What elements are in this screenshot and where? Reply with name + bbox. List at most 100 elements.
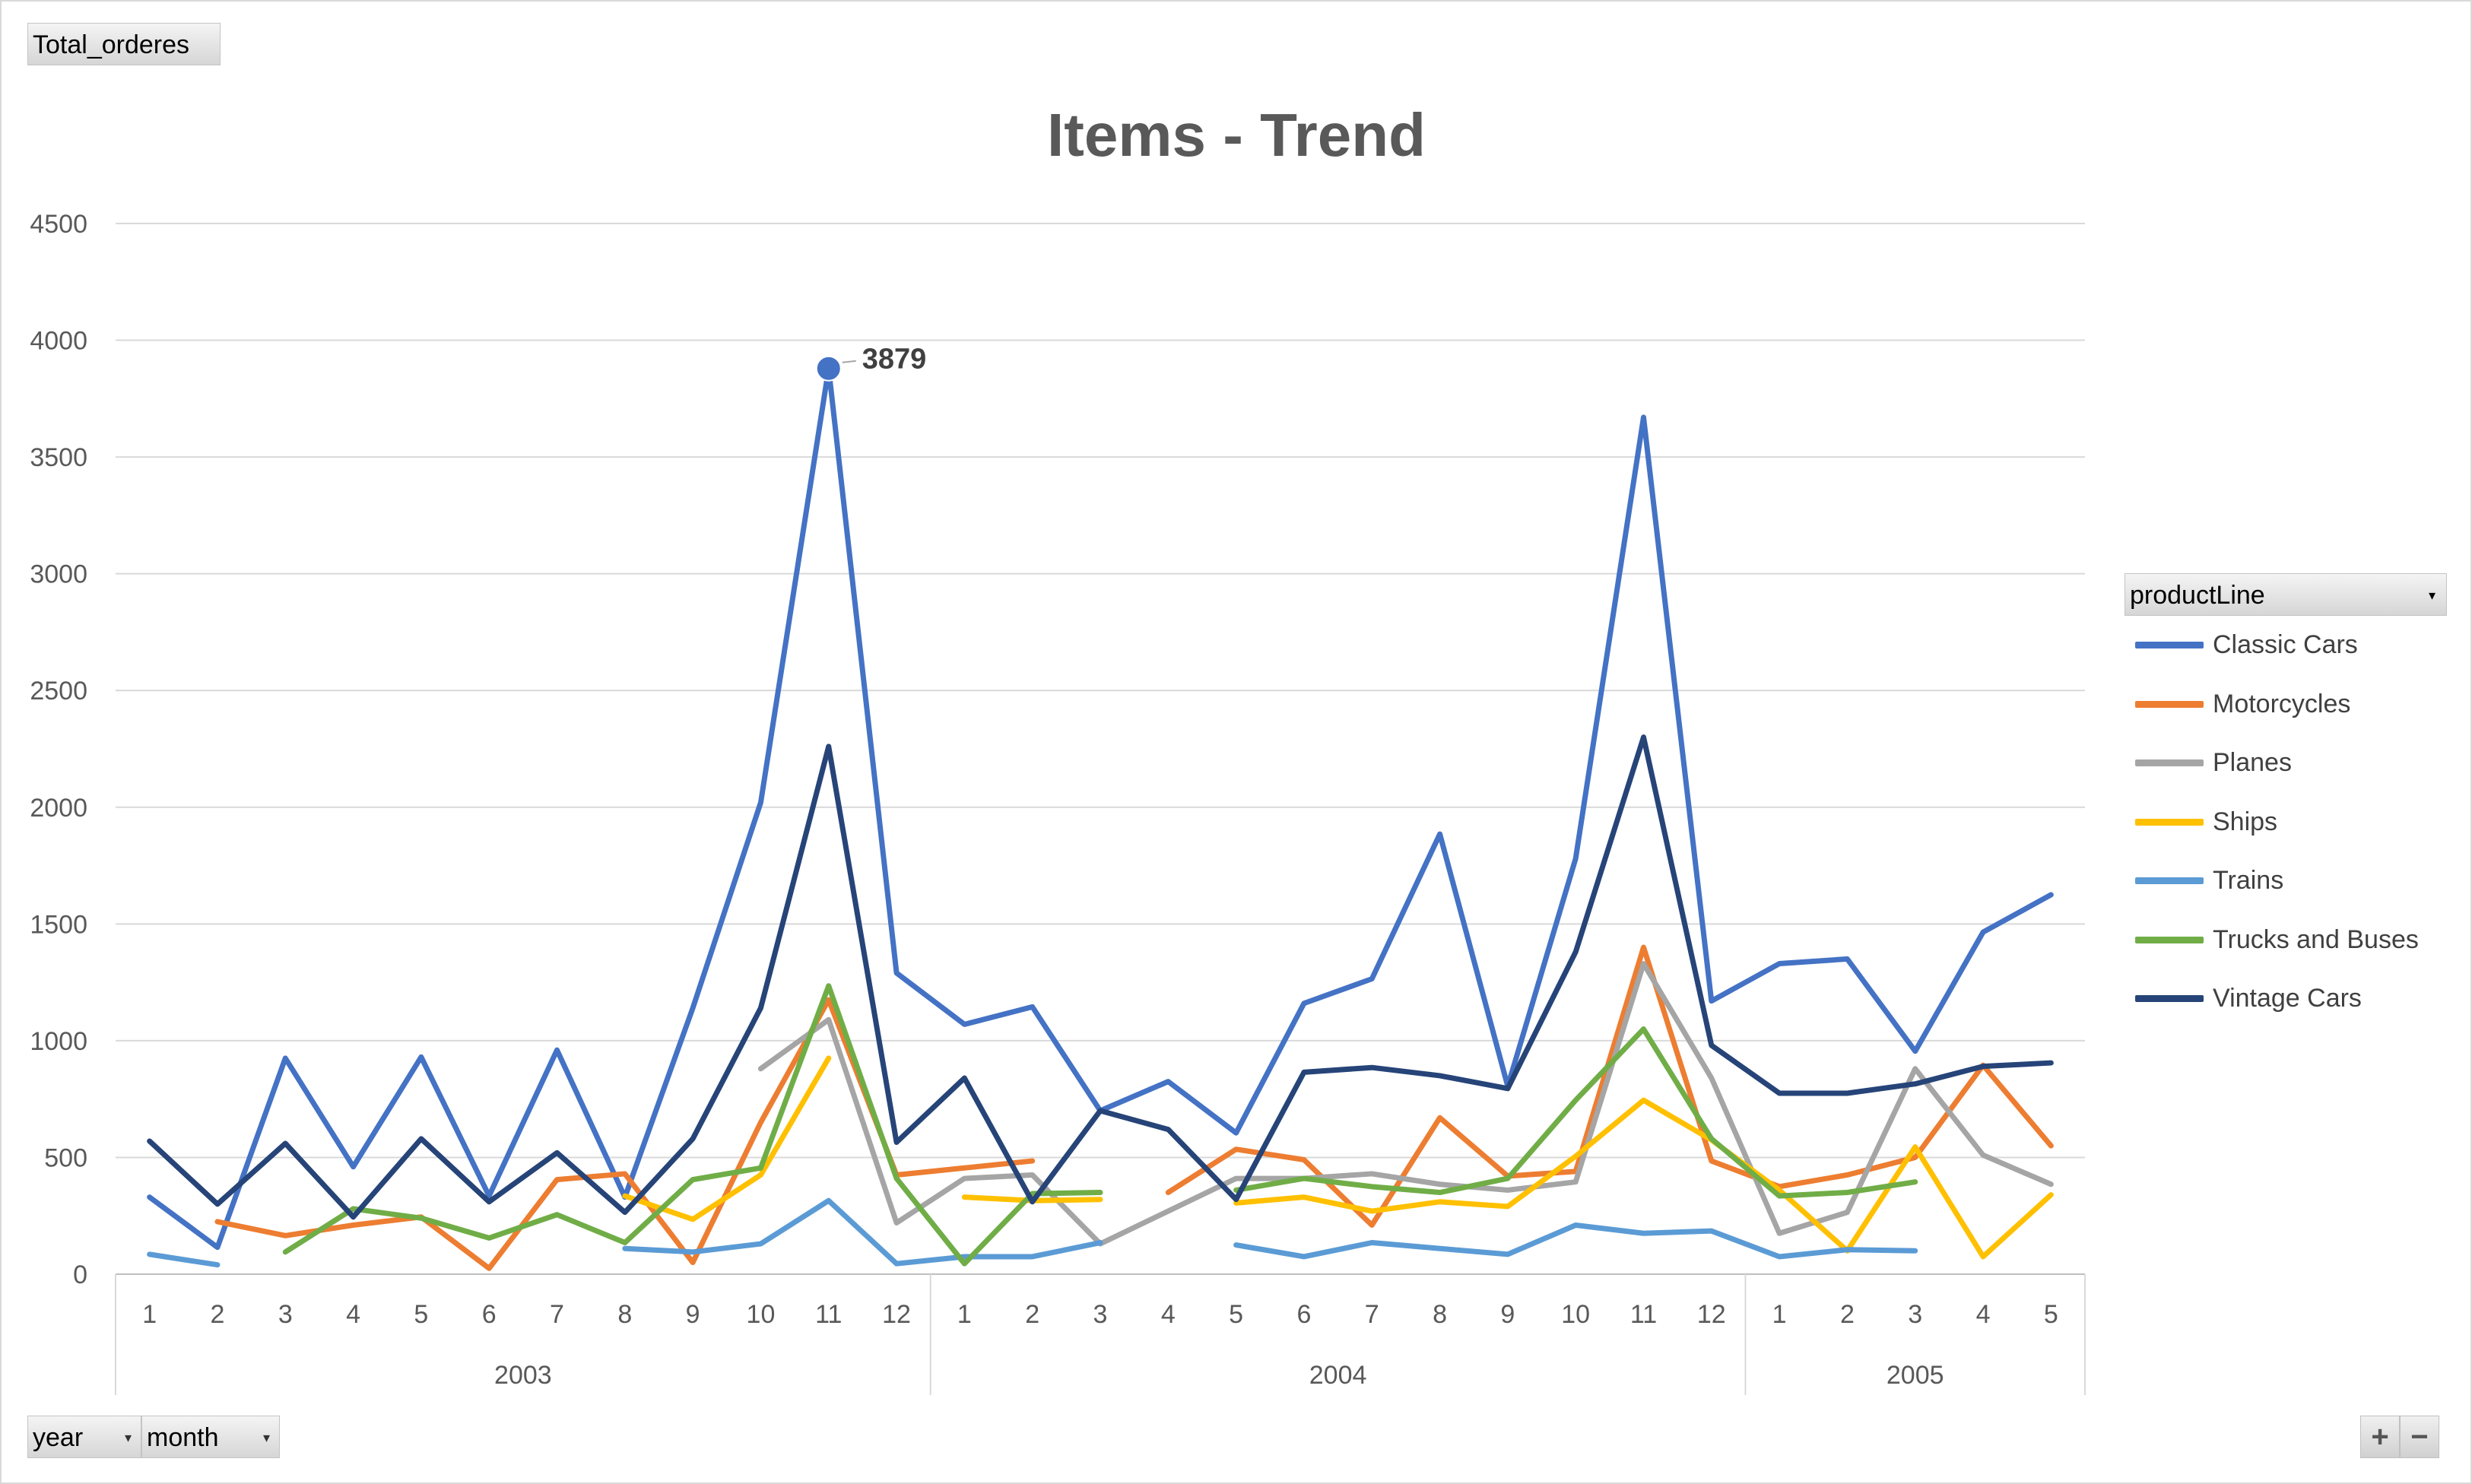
x-tick-label: 11 xyxy=(815,1300,842,1329)
legend-label: Vintage Cars xyxy=(2213,984,2362,1013)
series-trucks-and-buses xyxy=(282,983,1918,1267)
y-tick-label: 0 xyxy=(73,1260,87,1289)
y-tick-label: 500 xyxy=(44,1143,87,1172)
x-tick-label: 6 xyxy=(1296,1300,1311,1329)
month-field-label: month xyxy=(147,1423,219,1452)
data-label-leader xyxy=(842,360,856,363)
x-tick-label: 8 xyxy=(1433,1300,1447,1329)
chart-title: Items - Trend xyxy=(1047,101,1426,169)
legend-swatch xyxy=(2135,995,2204,1003)
x-group-label: 2003 xyxy=(494,1361,552,1390)
x-tick-label: 9 xyxy=(686,1300,700,1329)
legend-item-motorcycles: Motorcycles xyxy=(2125,675,2447,734)
gridlines xyxy=(116,223,2085,1275)
expand-field-button[interactable]: + xyxy=(2360,1416,2400,1458)
series-planes xyxy=(757,961,2054,1247)
x-tick-label: 5 xyxy=(1229,1300,1243,1329)
x-tick-label: 3 xyxy=(1908,1300,1922,1329)
legend-label: Trains xyxy=(2213,866,2284,896)
legend-swatch xyxy=(2135,700,2204,708)
x-tick-label: 7 xyxy=(550,1300,564,1329)
legend-item-classic-cars: Classic Cars xyxy=(2125,616,2447,675)
series-line-vintage-cars xyxy=(147,734,2054,1220)
x-tick-label: 9 xyxy=(1500,1300,1515,1329)
y-tick-label: 4000 xyxy=(30,327,87,356)
legend-swatch xyxy=(2135,936,2204,943)
legend-swatch xyxy=(2135,877,2204,885)
x-tick-label: 5 xyxy=(414,1300,428,1329)
x-tick-label: 3 xyxy=(278,1300,293,1329)
x-tick-label: 3 xyxy=(1093,1300,1108,1329)
legend-label: Ships xyxy=(2213,807,2278,836)
legend-field-label: productLine xyxy=(2130,581,2265,610)
data-label-layer: 3879 xyxy=(815,344,927,382)
x-tick-label: 2 xyxy=(211,1300,225,1329)
y-tick-label: 3500 xyxy=(30,443,87,472)
collapse-field-button[interactable]: − xyxy=(2400,1416,2439,1458)
legend-swatch xyxy=(2135,759,2204,767)
series-trains xyxy=(147,1197,1918,1268)
x-tick-label: 2 xyxy=(1025,1300,1039,1329)
series-line-trucks-and-buses xyxy=(282,983,1103,1267)
month-field-button[interactable]: month ▾ xyxy=(141,1416,280,1458)
series-line-trains xyxy=(622,1197,1103,1267)
y-tick-label: 4500 xyxy=(30,210,87,239)
dropdown-arrow-icon: ▾ xyxy=(124,1430,132,1445)
series-line-trains xyxy=(147,1251,221,1268)
legend-item-planes: Planes xyxy=(2125,734,2447,793)
y-axis: 0 500 1000 1500 2000 2500 3000 3500 4000 4500 xyxy=(30,210,87,1289)
year-field-label: year xyxy=(33,1423,84,1452)
x-tick-label: 11 xyxy=(1630,1300,1657,1329)
x-tick-label: 1 xyxy=(957,1300,972,1329)
x-tick-label: 10 xyxy=(747,1300,776,1329)
legend-item-vintage-cars: Vintage Cars xyxy=(2125,969,2447,1029)
legend-label: Planes xyxy=(2213,748,2292,778)
x-tick-label: 10 xyxy=(1561,1300,1590,1329)
y-tick-label: 3000 xyxy=(30,560,87,589)
legend-items: Classic Cars Motorcycles Planes Ships Trains… xyxy=(2125,616,2447,1029)
year-field-button[interactable]: year ▾ xyxy=(27,1416,141,1458)
series-line-planes xyxy=(757,961,2054,1247)
x-tick-label: 4 xyxy=(346,1300,360,1329)
x-tick-label: 4 xyxy=(1976,1300,1991,1329)
y-tick-label: 2000 xyxy=(30,794,87,823)
legend-field-button[interactable]: productLine ▾ xyxy=(2125,573,2447,616)
legend-swatch xyxy=(2135,642,2204,649)
y-tick-label: 1500 xyxy=(30,910,87,939)
x-tick-label: 6 xyxy=(482,1300,497,1329)
x-tick-label: 1 xyxy=(142,1300,157,1329)
x-tick-label: 7 xyxy=(1365,1300,1379,1329)
legend: productLine ▾ Classic Cars Motorcycles Pla… xyxy=(2125,573,2447,1029)
series-line-ships xyxy=(1233,1097,2054,1260)
data-label: 3879 xyxy=(862,344,927,376)
series-line-motorcycles xyxy=(1165,944,2054,1229)
series-lines xyxy=(147,366,2054,1271)
legend-item-trucks-and-buses: Trucks and Buses xyxy=(2125,911,2447,970)
y-tick-label: 1000 xyxy=(30,1027,87,1056)
value-field-button[interactable]: Total_orderes xyxy=(27,23,221,65)
legend-label: Trucks and Buses xyxy=(2213,924,2419,954)
x-tick-label: 5 xyxy=(2044,1300,2058,1329)
x-tick-label: 8 xyxy=(617,1300,632,1329)
x-tick-label: 12 xyxy=(1697,1300,1726,1329)
x-tick-label: 4 xyxy=(1161,1300,1176,1329)
series-line-trains xyxy=(1233,1222,1918,1260)
legend-item-ships: Ships xyxy=(2125,793,2447,852)
legend-swatch xyxy=(2135,818,2204,826)
x-group-label: 2004 xyxy=(1309,1361,1367,1390)
y-tick-label: 2500 xyxy=(30,677,87,706)
series-line-ships xyxy=(622,1055,832,1222)
legend-item-trains: Trains xyxy=(2125,851,2447,911)
highlighted-data-point xyxy=(815,355,842,382)
dropdown-arrow-icon: ▾ xyxy=(2428,588,2436,603)
dropdown-arrow-icon: ▾ xyxy=(262,1430,270,1445)
legend-label: Motorcycles xyxy=(2213,689,2351,718)
series-vintage-cars xyxy=(147,734,2054,1220)
x-tick-label: 12 xyxy=(882,1300,911,1329)
x-tick-label: 1 xyxy=(1772,1300,1787,1329)
legend-label: Classic Cars xyxy=(2213,630,2358,660)
series-line-trucks-and-buses xyxy=(1233,1026,1918,1199)
